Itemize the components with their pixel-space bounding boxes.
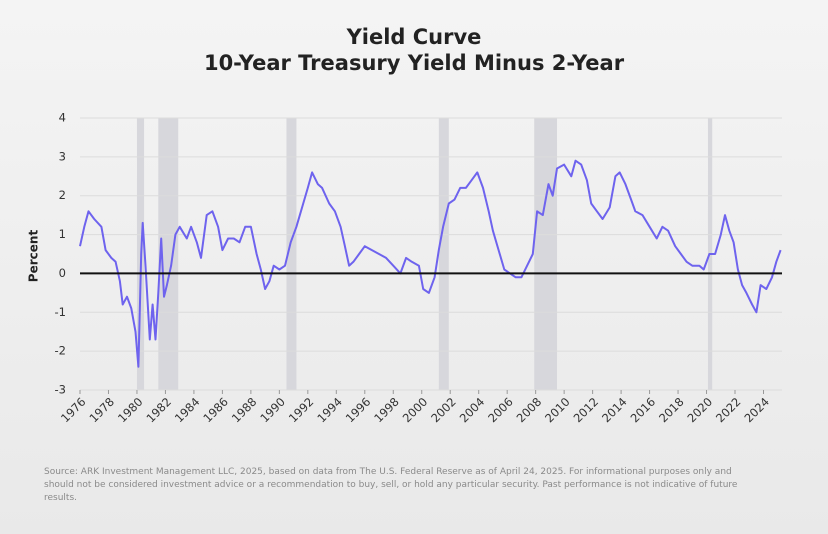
- footnote: should not be considered investment advi…: [44, 480, 738, 490]
- recession-band: [534, 118, 558, 390]
- y-axis-label: Percent: [27, 230, 41, 283]
- line: [79, 159, 782, 368]
- recession-band: [286, 118, 297, 390]
- y-tick-label: 4: [59, 111, 66, 125]
- y-tick-label: -3: [55, 383, 66, 397]
- footnote: Source: ARK Investment Management LLC, 2…: [44, 467, 732, 477]
- y-tick-label: 3: [59, 149, 66, 163]
- footnote: results.: [44, 493, 77, 503]
- chart-title: Yield Curve: [346, 25, 482, 49]
- chart-subtitle: 10-Year Treasury Yield Minus 2-Year: [204, 51, 625, 75]
- y-tick-label: 0: [59, 266, 66, 280]
- recession-band: [158, 118, 179, 390]
- y-tick-label: 1: [59, 227, 66, 241]
- y-tick-label: -2: [55, 344, 66, 358]
- y-tick-label: 2: [59, 188, 66, 202]
- y-tick-label: -1: [55, 305, 66, 319]
- recession-band: [438, 118, 449, 390]
